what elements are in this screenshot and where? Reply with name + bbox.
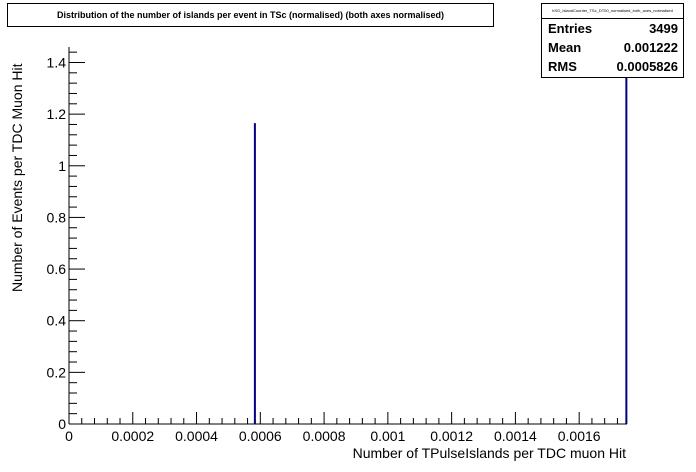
y-tick-label: 0.2 [47,364,67,380]
stats-row-entries: Entries 3499 [542,19,683,38]
x-tick-label: 0.0004 [175,428,218,444]
histogram-bars [253,47,628,425]
x-axis-label: Number of TPulseIslands per TDC muon Hit [353,445,626,461]
y-tick-label: 0.6 [47,261,67,277]
y-tick-label: 0.4 [47,313,67,329]
stats-row-rms: RMS 0.0005826 [542,57,683,76]
stats-value: 3499 [649,21,678,36]
y-tick-label: 1 [58,158,66,174]
y-tick-label: 0.8 [47,209,67,225]
y-axis-label: Number of Events per TDC Muon Hit [9,63,25,292]
x-tick-label: 0.0008 [303,428,346,444]
chart-title: Distribution of the number of islands pe… [7,3,494,27]
x-tick-label: 0.0016 [558,428,601,444]
y-tick-label: 1.4 [47,54,67,70]
x-tick-label: 0.0006 [239,428,282,444]
y-tick-label: 0 [58,416,66,432]
histogram-bin-0 [253,123,256,425]
stats-label: Entries [548,21,593,36]
stats-histogram-name: hSG_IslandCounter_TSc_DT00_normalised_bo… [542,4,683,19]
chart-axes [68,47,627,425]
stats-value: 0.0005826 [616,59,678,74]
x-tick-label: 0.001 [370,428,405,444]
axis-ticks: 0 0.0002 0.0004 0.0006 0.0008 0.001 0.0012 0.00… [47,51,618,444]
histogram-bin-1 [625,47,628,424]
stats-box: hSG_IslandCounter_TSc_DT00_normalised_bo… [541,3,684,78]
x-tick-label: 0.0002 [111,428,154,444]
stats-value: 0.001222 [623,40,678,55]
x-tick-label: 0 [65,428,73,444]
y-tick-label: 1.2 [47,106,67,122]
stats-label: RMS [548,59,577,74]
x-tick-label: 0.0012 [430,428,473,444]
stats-label: Mean [548,40,582,55]
x-tick-label: 0.0014 [494,428,537,444]
stats-row-mean: Mean 0.001222 [542,38,683,57]
